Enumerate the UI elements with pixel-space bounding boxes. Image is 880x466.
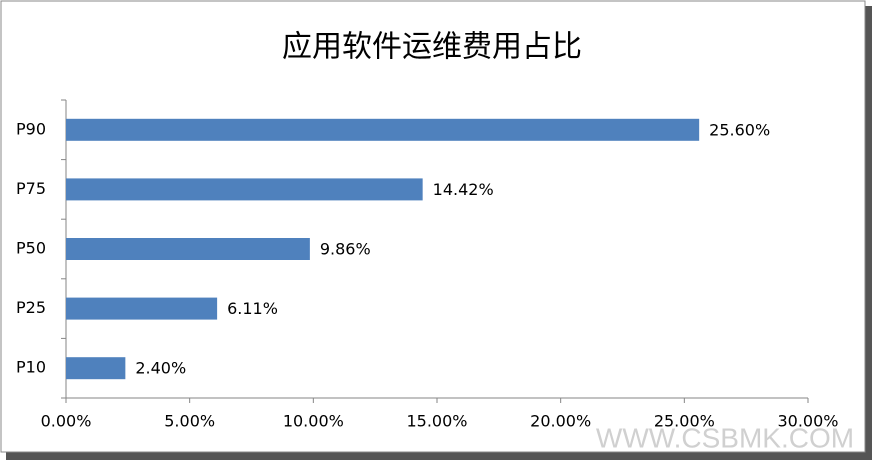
y-tick-label: P50 xyxy=(16,239,46,258)
y-tick-label: P10 xyxy=(16,358,46,377)
bar xyxy=(66,178,423,201)
bar xyxy=(66,238,310,260)
x-tick-label: 25.00% xyxy=(654,412,715,431)
x-tick-label: 10.00% xyxy=(283,412,344,431)
y-tick-label: P25 xyxy=(16,298,46,317)
value-label: 25.60% xyxy=(709,120,770,139)
y-tick-label: P90 xyxy=(16,119,46,138)
x-tick-label: 5.00% xyxy=(164,412,215,431)
value-label: 9.86% xyxy=(320,240,371,259)
chart-frame xyxy=(0,0,866,453)
bar xyxy=(66,357,126,380)
watermark: WWW.CSBMK.COM xyxy=(596,422,854,453)
y-tick-label: P75 xyxy=(16,179,46,198)
value-label: 2.40% xyxy=(135,359,186,378)
chart-title: 应用软件运维费用占比 xyxy=(282,30,582,65)
x-tick-label: 15.00% xyxy=(406,412,467,431)
value-label: 14.42% xyxy=(433,180,494,199)
bar xyxy=(66,297,218,320)
bar xyxy=(66,118,700,141)
x-tick-label: 0.00% xyxy=(41,412,92,431)
x-tick-label: 30.00% xyxy=(777,412,838,431)
x-tick-label: 20.00% xyxy=(530,412,591,431)
value-label: 6.11% xyxy=(227,299,278,318)
